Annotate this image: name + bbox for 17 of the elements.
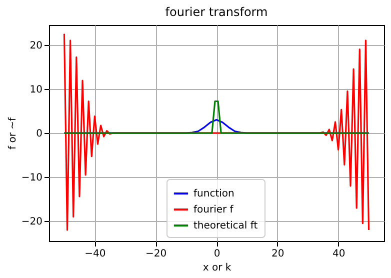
legend-label: function — [194, 188, 234, 200]
x-tick-label: 20 — [272, 248, 284, 260]
legend-label: theoretical ft — [194, 220, 258, 232]
y-tick-label: −20 — [21, 216, 42, 228]
x-tick-label: −40 — [84, 248, 106, 260]
x-tick-label: 0 — [214, 248, 220, 260]
y-tick-label: 0 — [36, 128, 42, 140]
y-tick-label: 10 — [30, 84, 42, 96]
x-tick-label: −20 — [146, 248, 167, 260]
x-tick-label: 40 — [332, 248, 346, 260]
legend-label: fourier f — [194, 204, 234, 216]
y-tick-label: 20 — [30, 40, 42, 52]
y-tick-label: −10 — [21, 172, 42, 184]
chart-title: fourier transform — [165, 5, 268, 19]
y-axis-title: f or ~f — [7, 117, 18, 150]
x-axis-title: x or k — [202, 262, 232, 274]
line-series — [63, 33, 370, 231]
